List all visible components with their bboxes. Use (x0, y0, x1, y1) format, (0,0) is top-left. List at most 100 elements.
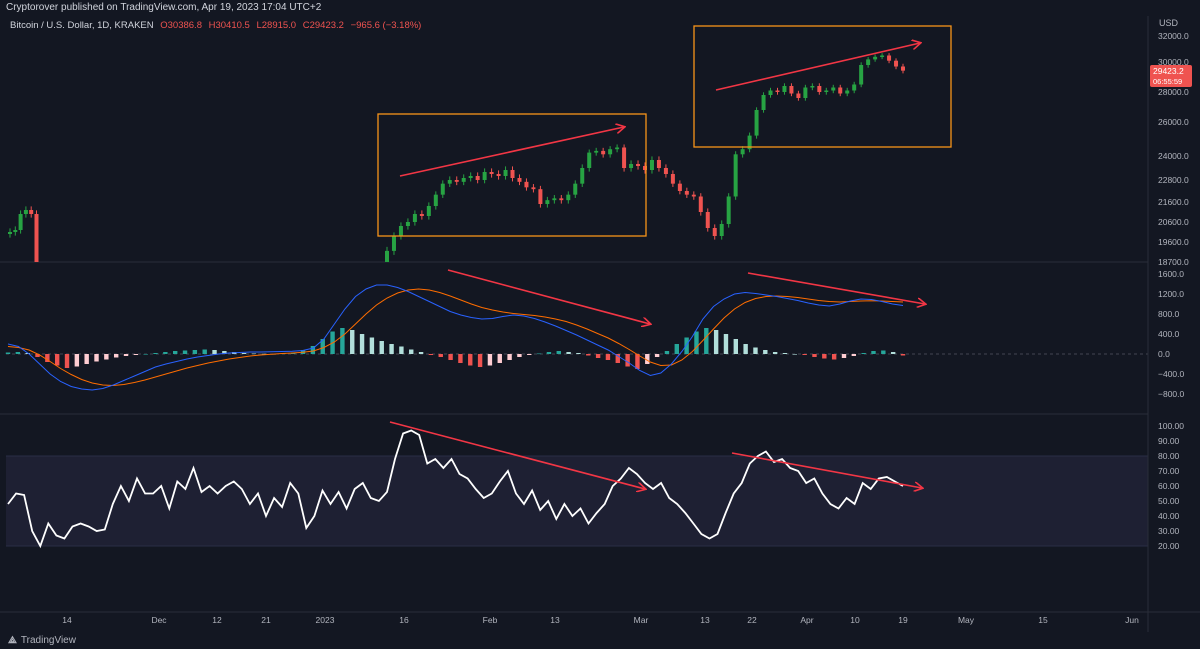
rsi-pane[interactable] (0, 421, 1200, 613)
macd-histogram-bar (163, 352, 168, 354)
macd-histogram-bar (369, 337, 375, 354)
macd-histogram-bar (723, 334, 729, 354)
ohlc-open: O30386.8 (160, 20, 202, 31)
price-pane[interactable] (0, 25, 1148, 263)
macd-pane[interactable] (0, 269, 1148, 415)
price-candle (559, 198, 564, 201)
price-candle (852, 84, 857, 91)
macd-histogram-bar (64, 354, 70, 368)
price-candle (740, 149, 745, 155)
price-candle (524, 181, 529, 188)
ohlc-low: L28915.0 (256, 20, 296, 31)
price-candle (712, 228, 717, 236)
price-candle (636, 164, 641, 166)
price-candle (34, 214, 39, 262)
time-tick-label: Apr (800, 615, 813, 625)
macd-histogram-bar (113, 354, 119, 358)
time-axis[interactable]: 14 Dec 12 21 2023 16 Feb 13 Mar 13 22 Apr 10 19 May 15 J… (62, 615, 1139, 625)
macd-histogram-bar (15, 352, 21, 354)
macd-histogram-bar (192, 350, 198, 354)
price-tick-label: 26000.0 (1158, 117, 1189, 127)
macd-histogram-bar (468, 354, 473, 366)
macd-histogram-bar (772, 352, 778, 354)
time-tick-label: 2023 (316, 615, 335, 625)
symbol-name: Bitcoin / U.S. Dollar, 1D, KRAKEN (10, 20, 154, 31)
rsi-line (7, 429, 904, 549)
macd-histogram-bar (566, 352, 571, 354)
macd-histogram-bar (881, 350, 886, 354)
macd-histogram-bar (222, 351, 227, 354)
last-price-label: 29423.2 (1153, 66, 1184, 76)
macd-histogram-bar (625, 354, 630, 367)
time-tick-label: Feb (483, 615, 498, 625)
price-candle (719, 224, 724, 236)
price-candle (29, 210, 34, 214)
price-candle (447, 180, 452, 184)
macd-histogram-bar (409, 349, 414, 354)
rsi-tick-label: 80.00 (1158, 451, 1180, 461)
macd-histogram-bar (251, 353, 257, 355)
macd-histogram-bar (389, 344, 394, 354)
macd-histogram-bar (782, 353, 788, 354)
macd-histogram-bar (615, 354, 620, 363)
price-tick-label: 28000.0 (1158, 87, 1189, 97)
price-candle (615, 147, 620, 150)
price-candle (803, 87, 808, 98)
price-candle (698, 196, 703, 212)
price-candle (545, 200, 550, 204)
macd-histogram-bar (536, 353, 542, 355)
price-candle (643, 166, 647, 170)
macd-line (7, 284, 904, 391)
time-tick-label: 15 (1038, 615, 1048, 625)
price-candle (726, 196, 731, 224)
time-tick-label: May (958, 615, 975, 625)
price-candle (663, 168, 668, 174)
time-tick-label: 13 (700, 615, 710, 625)
macd-tick-label: 1200.0 (1158, 289, 1184, 299)
time-tick-label: 13 (550, 615, 560, 625)
price-candle (482, 172, 487, 180)
macd-histogram-bar (143, 354, 148, 355)
chart-canvas[interactable]: 32000.030000.028000.026000.024000.022800… (0, 16, 1200, 632)
price-candle (18, 214, 23, 230)
price-candle (426, 206, 431, 216)
ohlc-close: C29423.2 (303, 20, 344, 31)
macd-histogram-bar (576, 353, 581, 354)
price-candle (831, 87, 836, 91)
trend-arrow (731, 452, 922, 488)
macd-histogram-bar (871, 351, 876, 354)
macd-histogram-bar (704, 328, 709, 354)
macd-histogram-bar (310, 346, 316, 354)
macd-tick-label: 0.0 (1158, 349, 1170, 359)
macd-histogram-bar (35, 354, 40, 357)
price-candle (538, 189, 543, 204)
footer-brand: TradingView (20, 635, 76, 646)
time-tick-label: 12 (212, 615, 222, 625)
price-candle (398, 226, 403, 236)
price-candle (691, 194, 696, 197)
macd-histogram-bar (763, 350, 768, 354)
macd-histogram-bar (586, 354, 591, 356)
price-candle (412, 214, 417, 222)
trend-arrow (399, 127, 624, 177)
price-candle (684, 191, 689, 195)
price-candle (761, 95, 766, 110)
price-candle (656, 160, 661, 168)
price-tick-label: 30000.0 (1158, 57, 1189, 67)
macd-histogram-bar (261, 353, 266, 355)
time-tick-label: 14 (62, 615, 72, 625)
price-candle (733, 154, 738, 197)
macd-histogram-bar (664, 351, 670, 354)
highlight-box-1 (377, 113, 647, 237)
macd-histogram-bar (320, 339, 325, 354)
rsi-tick-label: 30.00 (1158, 526, 1180, 536)
macd-histogram-bar (359, 334, 365, 354)
macd-histogram-bar (890, 352, 896, 354)
price-axis[interactable]: 32000.0 30000.0 28000.0 26000.0 24000.0 22800… (1147, 16, 1192, 632)
macd-histogram-bar (94, 354, 99, 362)
macd-histogram-bar (350, 330, 355, 354)
trend-arrow (447, 269, 650, 324)
price-tick-label: 18700.0 (1158, 257, 1189, 267)
macd-histogram-bar (546, 352, 552, 354)
macd-histogram-bar (684, 337, 689, 354)
